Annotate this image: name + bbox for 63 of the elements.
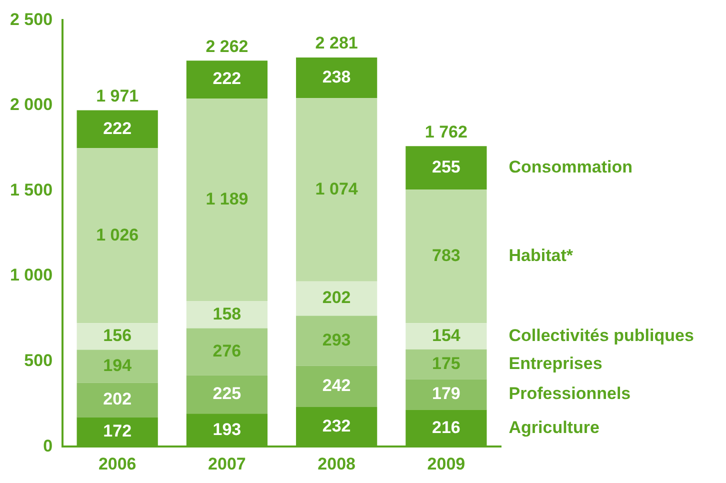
data-label: 783 (432, 246, 460, 266)
data-label: 222 (212, 69, 242, 88)
y-tick-label: 2 000 (10, 95, 53, 114)
bar (186, 60, 268, 98)
data-label: 232 (322, 416, 351, 436)
total-label: 1 762 (424, 122, 468, 142)
data-label: 276 (212, 341, 242, 360)
series-label: Entreprises (508, 354, 602, 373)
bar (76, 350, 158, 383)
data-label: 1 026 (96, 225, 139, 244)
data-label: 172 (103, 422, 132, 441)
bar (406, 349, 487, 380)
data-label: 175 (432, 354, 460, 373)
y-tick-label: 1 000 (10, 266, 53, 285)
bar (406, 379, 487, 410)
data-label: 154 (432, 326, 461, 345)
data-label: 193 (212, 420, 242, 439)
bar (406, 190, 487, 324)
series-label: Consommation (508, 158, 632, 177)
x-tick-label: 2008 (318, 454, 356, 474)
data-label: 194 (103, 356, 132, 375)
data-label: 156 (103, 326, 132, 346)
data-label: 202 (322, 288, 351, 308)
y-tick-label: 0 (43, 436, 53, 456)
x-tick-label: 2009 (427, 454, 466, 474)
bar (76, 323, 158, 350)
bar (406, 323, 487, 350)
bar (76, 110, 158, 148)
bar (296, 366, 378, 408)
bar (76, 148, 158, 324)
series-label: Habitat* (508, 246, 574, 266)
y-tick-label: 500 (24, 351, 53, 370)
bar (296, 281, 378, 316)
total-label: 2 281 (315, 34, 358, 53)
series-label: Agriculture (508, 418, 600, 437)
y-tick-label: 1 500 (10, 180, 53, 200)
data-label: 1 189 (206, 190, 248, 209)
bar (186, 375, 268, 414)
bar (76, 382, 158, 418)
bar (406, 146, 487, 190)
data-label: 216 (432, 418, 460, 437)
total-label: 2 262 (206, 36, 248, 56)
x-tick-label: 2006 (98, 454, 136, 474)
data-label: 293 (322, 330, 351, 350)
series-label: Collectivités publiques (508, 326, 694, 345)
bar (296, 58, 378, 98)
data-label: 242 (322, 376, 351, 396)
data-label: 255 (432, 158, 460, 177)
data-label: 238 (322, 68, 351, 87)
series-label: Professionnels (508, 384, 631, 404)
data-label: 225 (212, 384, 242, 404)
bar (186, 98, 268, 302)
data-label: 1 074 (315, 179, 358, 198)
y-tick-label: 2 500 (10, 10, 53, 29)
bar (296, 316, 378, 366)
bar (296, 98, 378, 282)
data-label: 202 (103, 390, 132, 409)
data-label: 179 (432, 384, 460, 404)
x-tick-label: 2007 (208, 454, 246, 474)
data-label: 158 (212, 304, 242, 324)
bar (186, 328, 268, 376)
total-label: 1 971 (96, 86, 139, 106)
data-label: 222 (103, 118, 132, 138)
